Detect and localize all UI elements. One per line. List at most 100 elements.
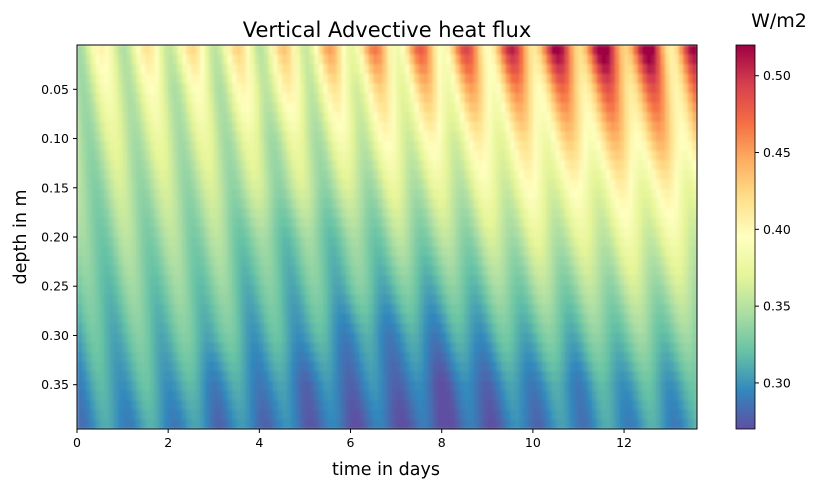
heatmap-cell xyxy=(359,160,365,171)
heatmap-cell xyxy=(127,246,133,257)
heatmap-cell xyxy=(209,73,215,84)
heatmap-cell xyxy=(368,64,374,75)
heatmap-cell xyxy=(387,121,393,132)
heatmap-cell xyxy=(614,112,621,123)
heatmap-cell xyxy=(423,237,429,248)
heatmap-cell xyxy=(646,361,653,372)
heatmap-cell xyxy=(282,160,288,171)
heatmap-cell xyxy=(204,169,210,180)
heatmap-cell xyxy=(364,160,370,171)
heatmap-cell xyxy=(327,64,333,75)
heatmap-cell xyxy=(542,102,548,113)
heatmap-cell xyxy=(487,150,493,161)
heatmap-cell xyxy=(209,121,215,132)
heatmap-cell xyxy=(523,169,529,180)
heatmap-cell xyxy=(95,217,101,228)
heatmap-cell xyxy=(314,169,320,180)
heatmap-cell xyxy=(149,352,156,363)
heatmap-cell xyxy=(304,361,311,372)
heatmap-cell xyxy=(314,208,320,219)
heatmap-cell xyxy=(496,333,502,344)
heatmap-cell xyxy=(145,342,151,353)
heatmap-cell xyxy=(327,381,333,392)
heatmap-cell xyxy=(687,102,694,113)
heatmap-cell xyxy=(665,285,671,296)
heatmap-cell xyxy=(546,313,552,324)
heatmap-cell xyxy=(514,246,520,257)
heatmap-cell xyxy=(204,390,210,401)
heatmap-cell xyxy=(195,352,201,363)
heatmap-cell xyxy=(646,352,653,363)
heatmap-cell xyxy=(610,64,616,75)
heatmap-cell xyxy=(387,256,393,267)
heatmap-cell xyxy=(551,83,557,94)
heatmap-cell xyxy=(263,141,270,152)
heatmap-cell xyxy=(692,227,697,238)
heatmap-cell xyxy=(651,93,657,104)
heatmap-cell xyxy=(345,352,352,363)
heatmap-cell xyxy=(177,361,183,372)
heatmap-cell xyxy=(263,169,270,180)
heatmap-cell xyxy=(218,141,224,152)
heatmap-cell xyxy=(213,160,219,171)
heatmap-cell xyxy=(459,313,466,324)
heatmap-cell xyxy=(355,179,361,190)
heatmap-cell xyxy=(300,160,306,171)
heatmap-cell xyxy=(464,227,470,238)
heatmap-cell xyxy=(601,45,607,56)
heatmap-cell xyxy=(532,131,539,142)
heatmap-cell xyxy=(619,371,625,382)
heatmap-cell xyxy=(487,246,493,257)
heatmap-cell xyxy=(450,169,456,180)
heatmap-cell xyxy=(418,352,425,363)
heatmap-cell xyxy=(469,150,475,161)
heatmap-cell xyxy=(186,304,192,315)
heatmap-cell xyxy=(327,313,333,324)
heatmap-cell xyxy=(624,189,630,200)
heatmap-cell xyxy=(414,294,420,305)
heatmap-cell xyxy=(560,150,566,161)
heatmap-cell xyxy=(131,102,137,113)
heatmap-cell xyxy=(496,169,502,180)
heatmap-cell xyxy=(473,246,479,257)
heatmap-cell xyxy=(77,64,83,75)
heatmap-cell xyxy=(327,352,333,363)
heatmap-cell xyxy=(350,217,356,228)
heatmap-cell xyxy=(295,73,301,84)
heatmap-cell xyxy=(487,294,493,305)
heatmap-cell xyxy=(491,93,498,104)
heatmap-cell xyxy=(254,371,260,382)
heatmap-cell xyxy=(291,265,297,276)
heatmap-cell xyxy=(327,131,333,142)
heatmap-cell xyxy=(678,304,684,315)
heatmap-cell xyxy=(660,246,666,257)
heatmap-cell xyxy=(127,227,133,238)
heatmap-cell xyxy=(295,313,301,324)
heatmap-cell xyxy=(665,323,671,334)
heatmap-cell xyxy=(409,208,415,219)
heatmap-cell xyxy=(678,83,684,94)
heatmap-cell xyxy=(291,246,297,257)
heatmap-cell xyxy=(459,179,466,190)
heatmap-cell xyxy=(418,64,425,75)
heatmap-cell xyxy=(569,333,575,344)
heatmap-cell xyxy=(473,45,479,56)
heatmap-cell xyxy=(487,179,493,190)
heatmap-cell xyxy=(245,198,251,209)
heatmap-cell xyxy=(432,160,438,171)
heatmap-cell xyxy=(528,390,534,401)
heatmap-cell xyxy=(209,169,215,180)
heatmap-cell xyxy=(637,189,643,200)
heatmap-cell xyxy=(478,198,484,209)
heatmap-cell xyxy=(683,45,689,56)
heatmap-cell xyxy=(236,371,242,382)
heatmap-cell xyxy=(478,217,484,228)
heatmap-cell xyxy=(377,275,384,286)
heatmap-cell xyxy=(282,179,288,190)
heatmap-cell xyxy=(432,323,438,334)
heatmap-cell xyxy=(149,304,156,315)
heatmap-cell xyxy=(683,73,689,84)
heatmap-cell xyxy=(295,246,301,257)
heatmap-cell xyxy=(236,150,242,161)
heatmap-cell xyxy=(309,102,315,113)
